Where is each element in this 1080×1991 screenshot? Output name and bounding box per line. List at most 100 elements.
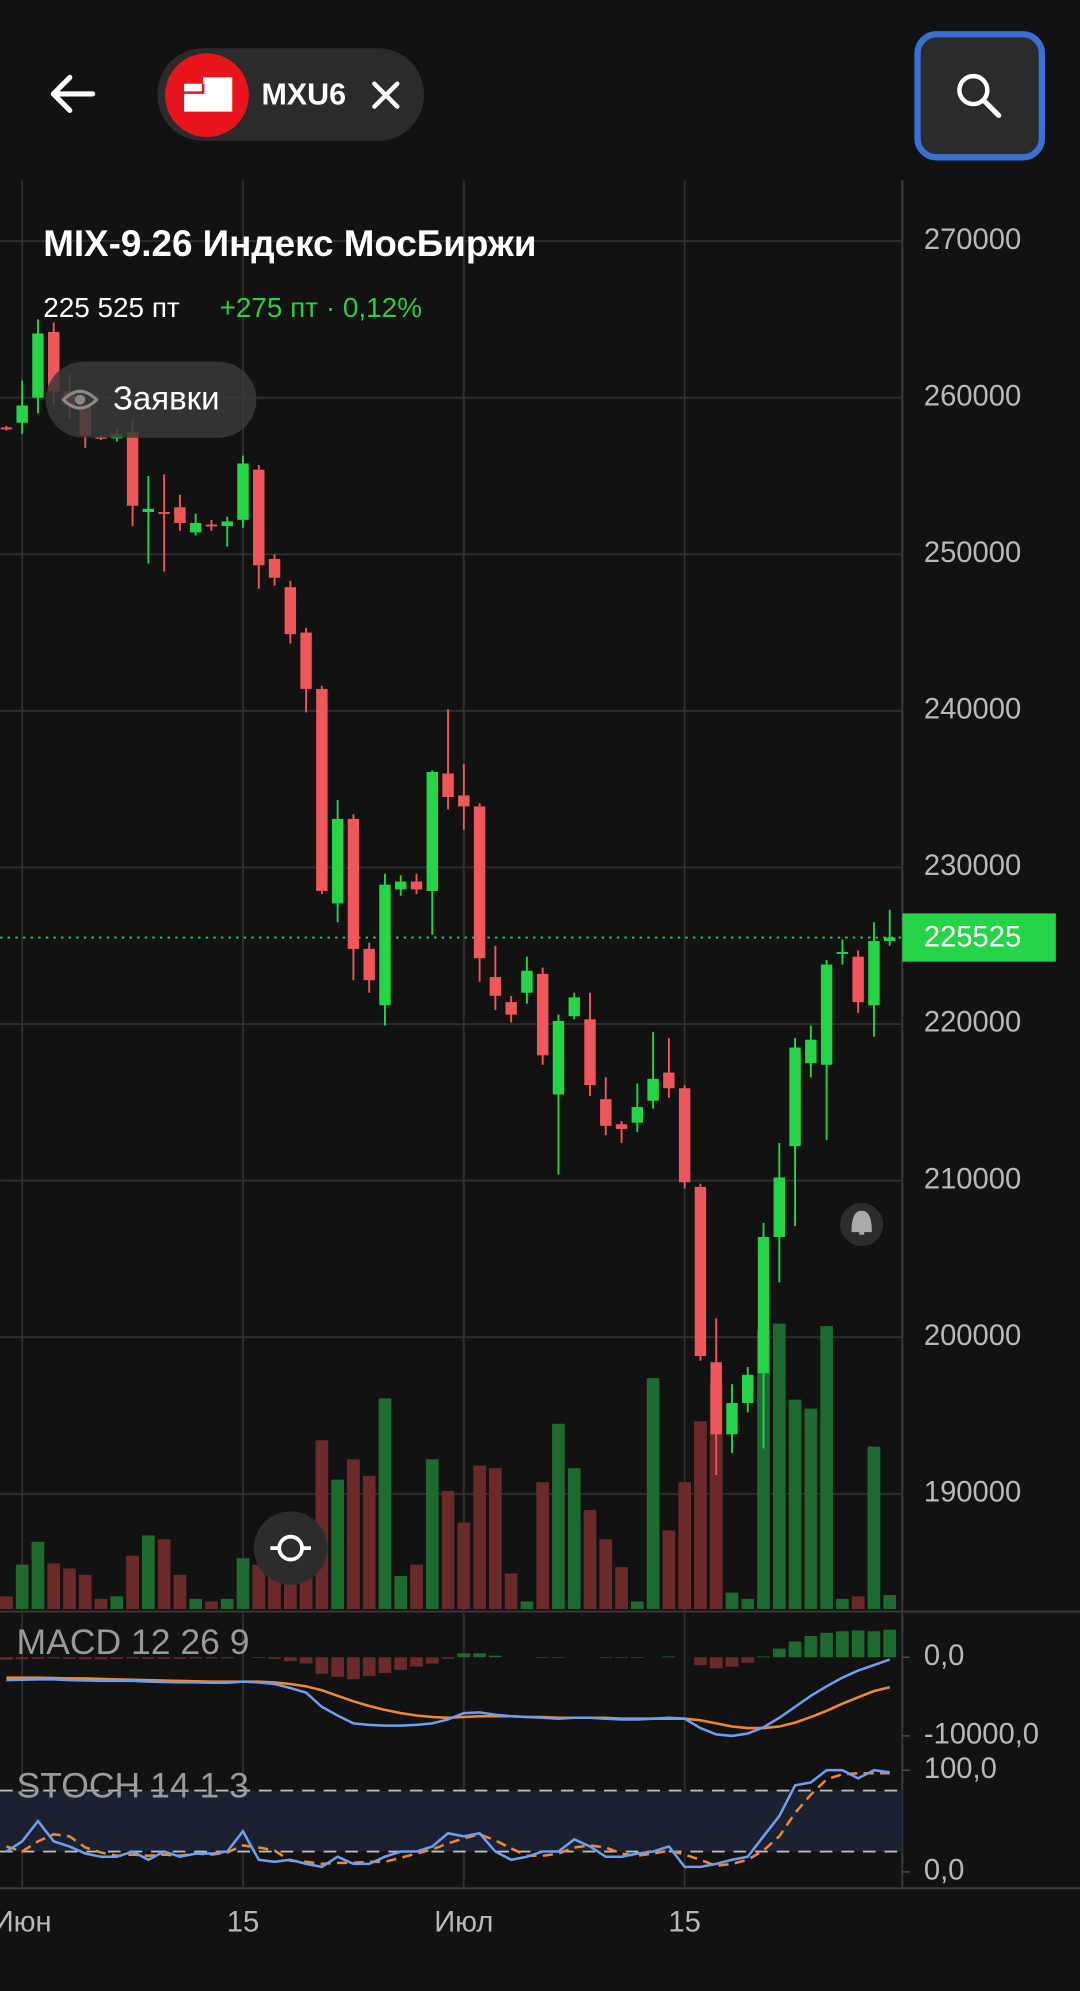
candle-body	[615, 1124, 628, 1129]
volume-bar	[662, 1530, 676, 1610]
volume-bar	[709, 1383, 723, 1610]
candle-body	[678, 1088, 691, 1183]
candle-body	[32, 333, 44, 398]
y-tick-label: 0,0	[924, 1855, 965, 1887]
volume-bar	[63, 1568, 76, 1610]
volume-bar	[788, 1399, 802, 1610]
macd-histogram-bar	[788, 1641, 802, 1658]
volume-bar	[378, 1398, 392, 1610]
macd-histogram-bar	[110, 1657, 124, 1659]
candle-body	[647, 1078, 659, 1101]
candle-body	[174, 507, 186, 523]
volume-bar	[441, 1491, 455, 1610]
candle-body	[395, 881, 407, 890]
back-button[interactable]	[50, 74, 96, 113]
macd-histogram-bar	[378, 1657, 392, 1673]
candle-body	[489, 977, 502, 996]
x-tick-label: Июн	[0, 1906, 52, 1938]
volume-bar	[473, 1465, 486, 1610]
volume-bar	[804, 1408, 818, 1610]
volume-bar	[883, 1595, 897, 1610]
volume-bar	[851, 1596, 865, 1610]
macd-histogram-bar	[410, 1657, 423, 1667]
volume-bar	[189, 1598, 203, 1610]
candle-body	[757, 1236, 770, 1374]
chart-panes: Июн 15 Июл 15 190000 200000 210000 220000 230000…	[0, 180, 1080, 1938]
ticker-chip[interactable]: MXU6	[157, 48, 424, 141]
candle-body	[16, 405, 28, 423]
macd-histogram-bar	[552, 1657, 565, 1659]
candle-body	[426, 771, 438, 891]
macd-histogram-bar	[205, 1657, 218, 1659]
macd-signal-line	[6, 1676, 891, 1730]
macd-histogram-bar	[851, 1630, 865, 1658]
y-tick-label: 230000	[924, 850, 1021, 882]
candle-body	[458, 795, 470, 807]
macd-histogram-bar	[536, 1657, 550, 1659]
volume-bar	[741, 1598, 755, 1610]
macd-histogram-bar	[473, 1653, 486, 1658]
candle-body	[316, 688, 328, 891]
macd-histogram-bar	[867, 1631, 881, 1658]
candle-body	[584, 1019, 596, 1086]
y-tick-label: 250000	[924, 537, 1021, 569]
price: 225 525 пт	[43, 292, 180, 323]
macd-histogram-bar	[725, 1657, 739, 1667]
volume-bar	[283, 1577, 297, 1610]
volume-bar	[362, 1475, 376, 1610]
volume-bar	[867, 1446, 881, 1610]
macd-histogram-bar	[394, 1657, 408, 1670]
volume-bar	[504, 1573, 518, 1610]
last-price-label: 225525	[924, 921, 1021, 953]
orders-button[interactable]: Заявки	[45, 361, 257, 438]
volume-bar	[15, 1564, 29, 1610]
volume-bar	[694, 1421, 707, 1610]
stoch-k-line	[5, 1768, 890, 1869]
close-chip[interactable]	[372, 81, 400, 109]
volume-bar	[78, 1574, 92, 1610]
candle-body	[126, 432, 139, 506]
candle-body	[48, 331, 60, 392]
macd-histogram-bar	[804, 1635, 818, 1658]
candle-body	[363, 948, 375, 981]
y-tick-label: 100,0	[924, 1753, 997, 1785]
volume-bar	[630, 1601, 644, 1610]
candle-body	[268, 558, 281, 578]
macd-histogram-bar	[741, 1657, 755, 1663]
volume-bar	[126, 1555, 139, 1610]
alert-button[interactable]	[840, 1202, 884, 1247]
candle-body	[189, 522, 202, 533]
candle-body	[805, 1039, 817, 1064]
volume-bar	[820, 1326, 833, 1610]
candle-body	[253, 469, 265, 566]
macd-histogram-bar	[883, 1629, 897, 1658]
macd-histogram-bar	[315, 1657, 329, 1674]
macd-histogram-bar	[615, 1657, 628, 1659]
volume-bar	[173, 1574, 187, 1610]
volume-bar	[615, 1567, 628, 1610]
chart-title: MIX-9.26 Индекс МосБиржи	[43, 223, 536, 264]
volume-bar	[725, 1592, 739, 1610]
candle-body	[205, 524, 218, 527]
candle-body	[773, 1177, 785, 1237]
y-tick-label: 240000	[924, 694, 1021, 726]
crosshair-button[interactable]	[253, 1511, 328, 1585]
candle-body	[883, 937, 896, 942]
candle-body	[505, 1002, 517, 1015]
volume-bar	[31, 1541, 45, 1610]
macd-histogram-bar	[772, 1648, 786, 1658]
price-change: +275 пт · 0,12%	[220, 292, 422, 323]
volume-bar	[646, 1378, 660, 1610]
y-tick-label: 200000	[924, 1320, 1021, 1352]
candle-body	[694, 1186, 707, 1356]
candle-body	[820, 964, 833, 1065]
volume-bar	[489, 1468, 502, 1610]
search-button[interactable]	[914, 31, 1046, 161]
volume-bar	[678, 1482, 691, 1610]
macd-histogram-bar	[694, 1657, 707, 1666]
macd-histogram-bar	[820, 1632, 833, 1658]
macd-histogram-bar	[220, 1657, 234, 1659]
macd-histogram-bar	[47, 1657, 61, 1659]
y-tick-label: 270000	[924, 224, 1021, 256]
